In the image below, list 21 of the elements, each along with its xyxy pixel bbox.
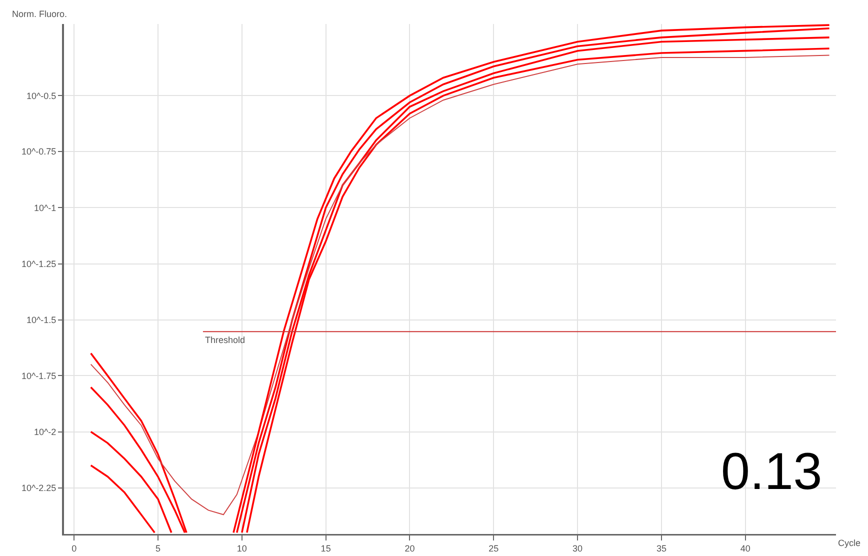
x-tick-label: 40 (740, 543, 750, 554)
y-tick-label: 10^-1.5 (26, 314, 56, 325)
x-tick-label: 20 (404, 543, 415, 554)
y-tick-label: 10^-1.75 (21, 370, 56, 381)
x-tick-label: 15 (320, 543, 331, 554)
x-tick-label: 10 (236, 543, 247, 554)
y-tick-label: 10^-0.75 (21, 146, 56, 157)
y-tick-label: 10^-2.25 (21, 483, 56, 494)
x-tick-label: 25 (488, 543, 499, 554)
y-tick-label: 10^-1 (34, 202, 56, 213)
ref-line-label: Threshold (205, 335, 246, 345)
x-tick-label: 0 (72, 543, 77, 554)
y-tick-label: 10^-0.5 (26, 90, 56, 101)
x-tick-label: 5 (155, 543, 160, 554)
x-axis-title: Cycle (838, 538, 861, 548)
y-tick-label: 10^-2 (34, 426, 56, 437)
y-axis-title: Norm. Fluoro. (12, 9, 68, 19)
annotation: 0.13 (721, 443, 822, 501)
y-tick-label: 10^-1.25 (21, 258, 56, 269)
x-tick-label: 30 (572, 543, 583, 554)
x-tick-label: 35 (656, 543, 666, 554)
